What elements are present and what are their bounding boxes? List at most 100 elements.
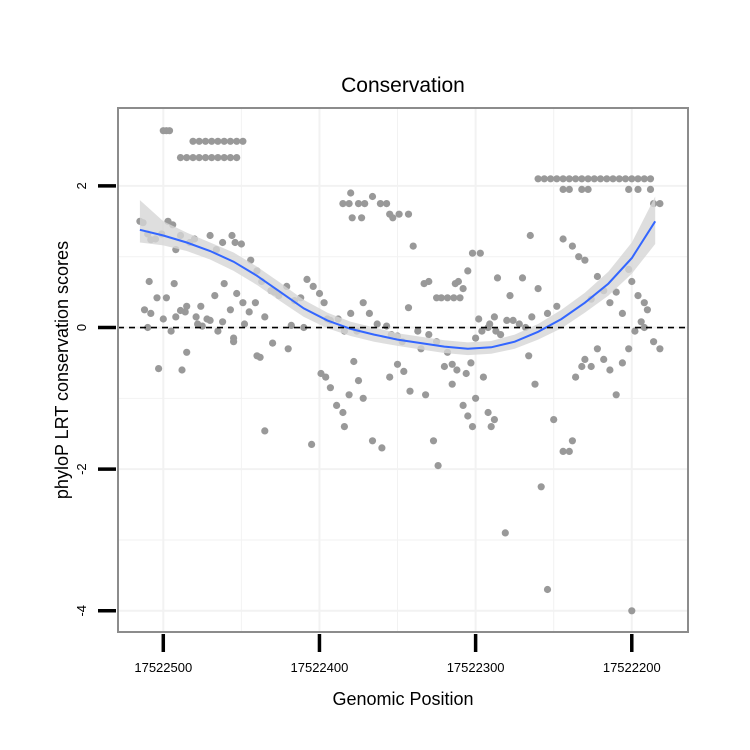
data-point: [322, 373, 330, 381]
data-point: [284, 345, 292, 353]
data-point: [448, 380, 456, 388]
data-point: [167, 327, 175, 335]
data-point: [256, 353, 264, 361]
data-point: [155, 365, 163, 373]
data-point: [195, 137, 203, 145]
data-point: [373, 320, 381, 328]
y-tick-label: -2: [74, 463, 89, 475]
data-point: [201, 154, 210, 162]
data-point: [269, 339, 277, 347]
data-point: [348, 214, 356, 222]
y-tick-label: -4: [74, 605, 89, 617]
data-point: [528, 313, 536, 321]
data-point: [140, 306, 149, 314]
data-point: [347, 189, 355, 197]
data-point: [472, 394, 480, 402]
data-point: [425, 331, 433, 339]
data-point: [606, 366, 614, 374]
confidence-ribbon: [139, 196, 656, 356]
data-point: [183, 302, 191, 310]
data-point: [376, 200, 384, 208]
data-point: [226, 154, 234, 162]
data-point: [233, 137, 241, 145]
data-point: [543, 309, 552, 317]
data-point: [404, 210, 413, 218]
data-point: [515, 320, 523, 328]
data-point: [361, 200, 369, 208]
data-point: [490, 313, 498, 321]
data-point: [568, 242, 577, 250]
data-point: [159, 315, 167, 323]
data-point: [565, 175, 573, 183]
data-point: [634, 185, 642, 193]
data-point: [578, 185, 586, 193]
data-point: [537, 483, 545, 491]
data-point: [231, 238, 239, 247]
data-point: [178, 366, 186, 374]
data-point: [448, 360, 456, 368]
data-point: [559, 175, 567, 183]
data-point: [237, 240, 245, 248]
data-point: [487, 423, 495, 431]
data-point: [308, 440, 316, 448]
data-point: [618, 359, 627, 367]
data-point: [643, 306, 652, 314]
data-point: [220, 280, 228, 288]
x-tick-label: 17522200: [603, 660, 661, 675]
data-point: [147, 309, 155, 317]
data-point: [230, 338, 238, 346]
data-point: [640, 299, 648, 307]
data-point: [409, 242, 417, 250]
data-point: [468, 423, 477, 431]
data-point: [206, 231, 214, 240]
data-point: [575, 253, 583, 261]
data-point: [239, 299, 247, 307]
data-point: [621, 175, 630, 183]
data-point: [340, 423, 348, 431]
data-point: [593, 345, 602, 353]
data-point: [251, 299, 259, 307]
data-point: [476, 249, 484, 257]
data-point: [359, 394, 367, 402]
data-point: [503, 316, 511, 324]
data-point: [618, 309, 627, 317]
data-point: [584, 175, 592, 183]
data-point: [183, 154, 191, 162]
data-point: [198, 322, 206, 330]
data-point: [484, 408, 492, 417]
data-point: [208, 154, 216, 162]
data-point: [637, 318, 645, 326]
data-point: [181, 308, 189, 316]
data-point: [640, 323, 648, 332]
data-point: [219, 238, 227, 247]
data-point: [233, 289, 241, 298]
data-point: [593, 272, 602, 281]
data-point: [565, 185, 573, 193]
data-point: [165, 127, 174, 135]
data-point: [240, 320, 249, 328]
data-point: [540, 175, 548, 183]
data-point: [211, 292, 219, 300]
data-point: [656, 200, 664, 208]
data-point: [434, 462, 442, 470]
data-point: [300, 323, 308, 332]
data-point: [172, 313, 180, 321]
data-point: [383, 200, 391, 208]
data-point: [429, 437, 438, 445]
data-point: [339, 200, 347, 208]
data-point: [572, 175, 580, 183]
data-point: [454, 277, 462, 286]
data-point: [443, 294, 452, 302]
data-point: [358, 214, 366, 222]
data-point: [368, 437, 377, 445]
data-point: [547, 175, 555, 183]
data-point: [590, 175, 598, 183]
data-point: [534, 175, 542, 183]
data-point: [509, 316, 517, 324]
data-point: [472, 334, 480, 342]
data-point: [518, 274, 527, 282]
data-point: [339, 408, 347, 417]
data-point: [650, 338, 658, 346]
data-point: [464, 412, 472, 420]
